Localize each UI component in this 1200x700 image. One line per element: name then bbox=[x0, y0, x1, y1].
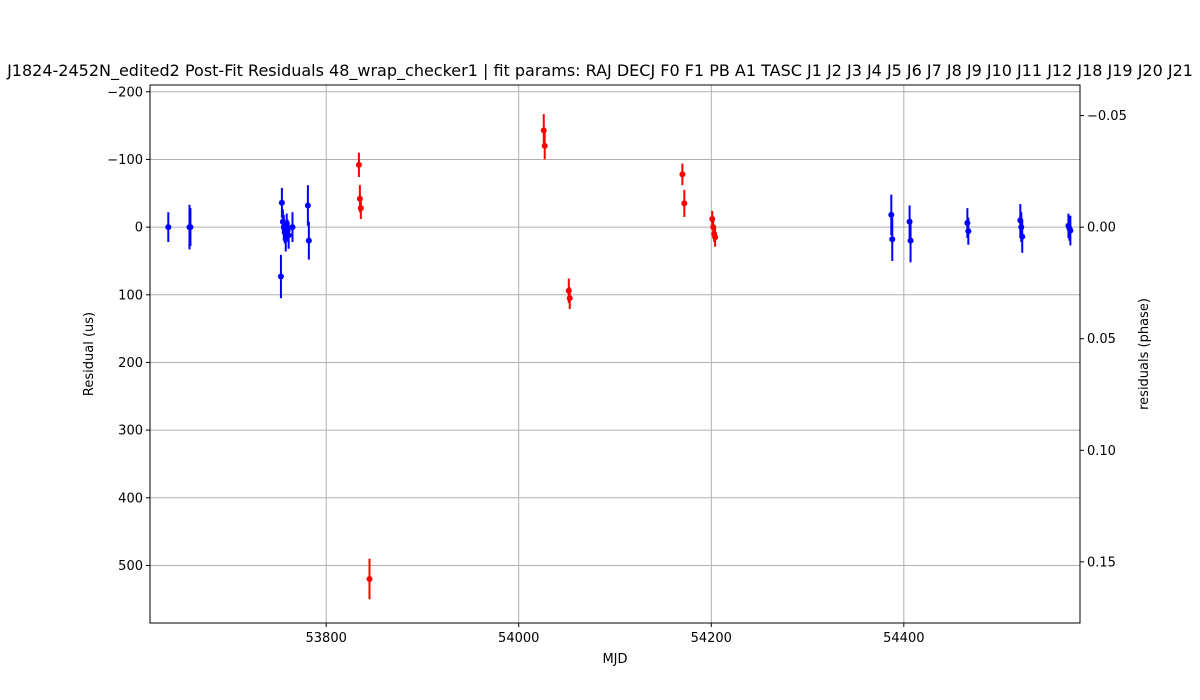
data-point bbox=[304, 202, 311, 209]
data-point bbox=[305, 237, 312, 244]
y-tick-label: −100 bbox=[107, 153, 143, 168]
data-point bbox=[1067, 227, 1074, 234]
y-right-tick-label: 0.05 bbox=[1087, 332, 1116, 347]
y-tick-label: 500 bbox=[118, 559, 143, 574]
y-right-tick-label: 0.10 bbox=[1087, 444, 1116, 459]
data-point bbox=[355, 161, 362, 168]
data-point bbox=[679, 171, 686, 178]
y-tick-label: 400 bbox=[118, 491, 143, 506]
data-point bbox=[907, 237, 914, 244]
x-tick-label: 53800 bbox=[306, 631, 347, 646]
x-axis-label: MJD bbox=[602, 652, 627, 667]
data-point bbox=[681, 200, 688, 207]
axes: 53800 54000 54200 54400 −200 −100 0 100 200 300 40… bbox=[107, 85, 1127, 646]
y-tick-label: 0 bbox=[135, 221, 143, 236]
data-point bbox=[540, 127, 547, 134]
x-tick-label: 54200 bbox=[691, 631, 732, 646]
data-point bbox=[285, 232, 292, 239]
data-point bbox=[165, 224, 172, 231]
y-right-tick-label: 0.00 bbox=[1087, 221, 1116, 236]
y-tick-label: 200 bbox=[118, 356, 143, 371]
x-tick-label: 54000 bbox=[498, 631, 539, 646]
y-tick-label: 100 bbox=[118, 288, 143, 303]
y-right-tick-label: 0.15 bbox=[1087, 555, 1116, 570]
plot-frame bbox=[149, 84, 1081, 624]
data-point bbox=[566, 295, 573, 302]
data-points bbox=[165, 114, 1074, 600]
grid bbox=[150, 85, 1080, 623]
y-axis-label-right: residuals (phase) bbox=[1137, 298, 1152, 410]
data-point bbox=[277, 273, 284, 280]
y-axis-label: Residual (us) bbox=[82, 312, 97, 396]
data-point bbox=[278, 199, 285, 206]
chart-title: J1824-2452N_edited2 Post-Fit Residuals 4… bbox=[6, 61, 1193, 81]
x-tick-label: 54400 bbox=[883, 631, 924, 646]
data-point bbox=[712, 234, 719, 241]
data-point bbox=[541, 142, 548, 149]
data-point bbox=[889, 236, 896, 243]
data-point bbox=[1019, 233, 1026, 240]
data-point bbox=[289, 224, 296, 231]
y-tick-label: 300 bbox=[118, 424, 143, 439]
y-tick-label: −200 bbox=[107, 85, 143, 100]
y-right-tick-label: −0.05 bbox=[1087, 109, 1127, 124]
data-point bbox=[366, 576, 373, 583]
data-point bbox=[357, 205, 364, 212]
data-point bbox=[965, 228, 972, 235]
data-point bbox=[187, 224, 194, 231]
data-point bbox=[888, 211, 895, 218]
